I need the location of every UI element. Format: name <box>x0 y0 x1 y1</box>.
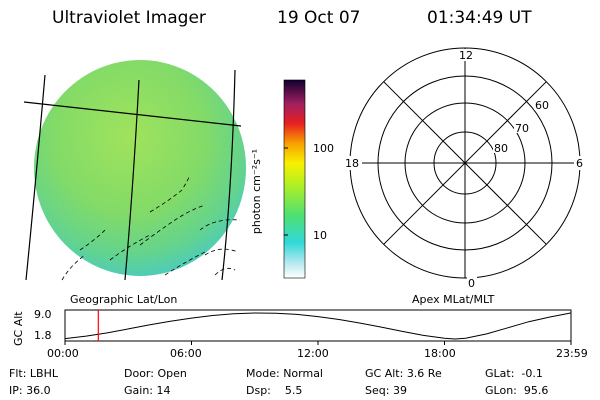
image-projection-label: Geographic Lat/Lon <box>70 293 178 306</box>
polar-grid <box>349 47 581 279</box>
filter-label: Flt: <box>9 367 27 380</box>
mlt-label-18: 18 <box>345 157 359 170</box>
mlt-label-0: 0 <box>468 277 475 290</box>
colorbar <box>283 79 306 279</box>
xtick-label-0: 00:00 <box>47 347 79 360</box>
mode-label: Mode: <box>246 367 280 380</box>
altitude-series-line <box>64 312 571 340</box>
colorbar-gradient <box>283 79 306 279</box>
colorbar-tick-100: 100 <box>313 142 334 155</box>
seq-value: 39 <box>392 384 407 397</box>
ytick-label-top: 9.0 <box>34 308 52 321</box>
ip-label: IP: <box>9 384 23 397</box>
mlt-label-6: 6 <box>576 157 583 170</box>
polar-labels: 12 18 6 0 60 70 80 <box>344 49 584 290</box>
mlat-label-70: 70 <box>515 122 529 135</box>
instrument-title: Ultraviolet Imager <box>52 8 206 28</box>
gc-alt-value: 3.6 Re <box>406 367 442 380</box>
polar-projection-label: Apex MLat/MLT <box>412 293 495 306</box>
seq-label: Seq: <box>365 384 390 397</box>
mlat-label-80: 80 <box>494 142 508 155</box>
polar-mlat-mlt-plot: 12 18 6 0 60 70 80 <box>344 47 584 290</box>
time-label: 01:34:49 UT <box>427 8 532 28</box>
altitude-plot-frame <box>64 309 572 342</box>
date-label: 19 Oct 07 <box>277 8 361 28</box>
mlat-label-60: 60 <box>535 99 549 112</box>
glat-label: GLat: <box>485 367 515 380</box>
gain-label: Gain: <box>124 384 153 397</box>
colorbar-unit-label: photon cm⁻²s⁻¹ <box>250 148 264 235</box>
door-value: Open <box>157 367 187 380</box>
dsp-value: 5.5 <box>284 384 303 397</box>
glon-label: GLon: <box>485 384 517 397</box>
ytick-label-bottom: 1.8 <box>34 329 52 342</box>
gc-alt-label: GC Alt: <box>365 367 404 380</box>
uv-image-panel <box>23 60 246 281</box>
xtick-label-4: 23:59 <box>556 347 588 360</box>
ip-value: 36.0 <box>26 384 51 397</box>
xtick-label-2: 12:00 <box>297 347 329 360</box>
altitude-chart: GC Alt 9.0 1.8 <box>12 308 572 346</box>
filter-value: LBHL <box>29 367 58 380</box>
dsp-label: Dsp: <box>246 384 271 397</box>
glon-value: 95.6 <box>523 384 549 397</box>
mlt-label-12: 12 <box>459 49 473 62</box>
xtick-label-1: 06:00 <box>170 347 202 360</box>
geo-grid-lines <box>23 69 242 281</box>
glat-value: -0.1 <box>521 367 543 380</box>
xtick-label-3: 18:00 <box>424 347 456 360</box>
colorbar-tick-10: 10 <box>313 229 327 242</box>
mode-value: Normal <box>283 367 323 380</box>
altitude-axis-label: GC Alt <box>12 311 25 346</box>
door-label: Door: <box>124 367 154 380</box>
coastlines <box>61 174 241 281</box>
gain-value: 14 <box>156 384 171 397</box>
